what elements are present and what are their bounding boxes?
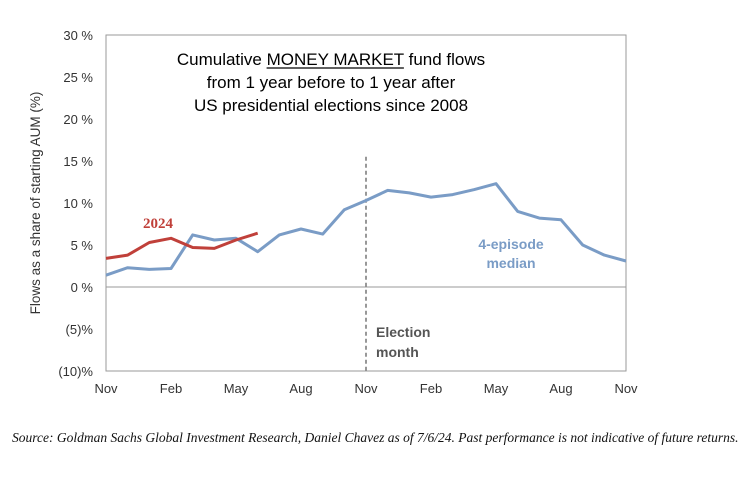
x-tick-label: May: [484, 381, 509, 396]
x-tick-label: Nov: [354, 381, 378, 396]
x-tick-label: Nov: [94, 381, 118, 396]
x-tick-label: Aug: [549, 381, 572, 396]
x-tick-label: Feb: [420, 381, 442, 396]
title-line: from 1 year before to 1 year after: [207, 73, 456, 92]
x-axis-ticks: Nov Feb May Aug Nov Feb May Aug Nov: [94, 381, 638, 396]
series-line-0: [105, 182, 627, 277]
source-note: Source: Goldman Sachs Global Investment …: [12, 430, 739, 445]
series-layer: [105, 182, 627, 277]
series-label-2024: 2024: [143, 216, 174, 232]
x-tick-label: Nov: [614, 381, 638, 396]
election-label-line: month: [376, 344, 419, 360]
title-line: US presidential elections since 2008: [194, 96, 468, 115]
y-tick-label: 20 %: [63, 112, 93, 127]
y-tick-label: 5 %: [71, 238, 94, 253]
x-tick-label: May: [224, 381, 249, 396]
y-axis-ticks: 30 % 25 % 20 % 15 % 10 % 5 % 0 % (5)% (10)%: [58, 28, 93, 379]
series-labels: 2024 4-episode median: [143, 216, 544, 271]
series-label-median: median: [486, 255, 535, 271]
x-tick-label: Aug: [289, 381, 312, 396]
y-tick-label: 0 %: [71, 280, 94, 295]
y-tick-label: 10 %: [63, 196, 93, 211]
y-tick-label: (5)%: [66, 322, 94, 337]
y-axis-label: Flows as a share of starting AUM (%): [28, 92, 43, 315]
y-tick-label: (10)%: [58, 364, 93, 379]
chart: 30 % 25 % 20 % 15 % 10 % 5 % 0 % (5)% (10)% Nov F…: [28, 28, 638, 396]
chart-title: Cumulative MONEY MARKET fund flows from 1…: [177, 50, 485, 115]
x-tick-label: Feb: [160, 381, 182, 396]
series-label-median: 4-episode: [478, 236, 544, 252]
y-tick-label: 25 %: [63, 70, 93, 85]
y-tick-label: 15 %: [63, 154, 93, 169]
y-tick-label: 30 %: [63, 28, 93, 43]
series-line-1: [105, 231, 259, 260]
title-line: Cumulative MONEY MARKET fund flows: [177, 50, 485, 69]
election-marker-label: Election month: [376, 324, 430, 360]
plot-area-frame: [105, 34, 627, 372]
election-label-line: Election: [376, 324, 430, 340]
